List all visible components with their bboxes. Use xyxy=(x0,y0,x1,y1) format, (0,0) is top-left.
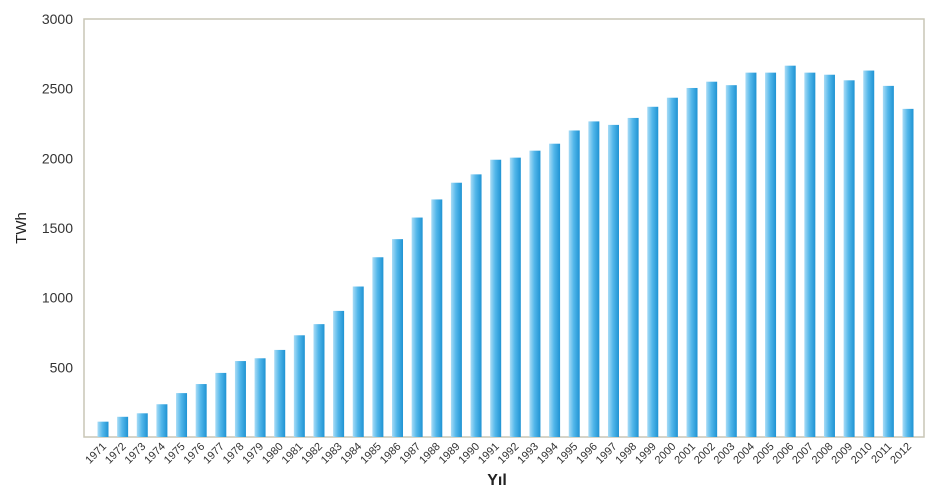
y-tick-label: 1500 xyxy=(42,220,73,236)
x-tick-label: 1999 xyxy=(633,441,659,467)
bar xyxy=(136,413,148,437)
y-axis-title: TWh xyxy=(13,212,30,244)
bar xyxy=(549,143,561,437)
bar xyxy=(568,130,580,437)
bar xyxy=(627,117,639,438)
x-tick-label: 1998 xyxy=(613,441,639,467)
x-axis-ticks: 1971197219731974197519761977197819791980… xyxy=(83,441,914,467)
bar xyxy=(215,372,227,437)
bar xyxy=(176,393,188,437)
bar xyxy=(470,174,482,438)
bar xyxy=(804,72,816,437)
x-tick-label: 1972 xyxy=(103,441,129,467)
x-tick-label: 1987 xyxy=(397,441,423,467)
x-tick-label: 1979 xyxy=(240,441,266,467)
bar xyxy=(765,72,777,437)
x-tick-label: 1986 xyxy=(378,441,404,467)
x-tick-label: 1996 xyxy=(574,441,600,467)
bar xyxy=(234,361,246,437)
bar xyxy=(156,404,168,437)
bar xyxy=(529,150,541,438)
bar xyxy=(823,74,835,437)
x-tick-label: 2003 xyxy=(712,441,738,467)
x-tick-label: 1985 xyxy=(358,441,384,467)
x-tick-label: 1988 xyxy=(417,441,443,467)
x-tick-label: 1991 xyxy=(476,441,502,467)
bar xyxy=(706,81,718,437)
x-tick-label: 2010 xyxy=(849,441,875,467)
bar xyxy=(333,310,345,437)
bar xyxy=(117,416,129,437)
x-tick-label: 1997 xyxy=(594,441,620,467)
x-tick-label: 1983 xyxy=(319,441,345,467)
bar xyxy=(352,286,364,437)
bar xyxy=(686,87,698,437)
bar xyxy=(450,182,462,437)
x-tick-label: 1973 xyxy=(123,441,149,467)
bar xyxy=(863,70,875,438)
x-tick-label: 2001 xyxy=(672,441,698,467)
x-tick-label: 2000 xyxy=(653,441,679,467)
x-tick-label: 1982 xyxy=(299,441,325,467)
x-tick-label: 2009 xyxy=(829,441,855,467)
x-tick-label: 1994 xyxy=(535,441,561,467)
bar xyxy=(882,85,894,437)
bar xyxy=(313,324,325,437)
x-tick-label: 1976 xyxy=(181,441,207,467)
x-tick-label: 1993 xyxy=(515,441,541,467)
bar xyxy=(725,85,737,438)
y-tick-label: 500 xyxy=(50,359,74,375)
bar xyxy=(843,80,855,437)
plot-area xyxy=(83,18,925,438)
bar xyxy=(431,199,443,437)
x-tick-label: 2012 xyxy=(888,441,914,467)
x-tick-label: 1971 xyxy=(83,441,109,467)
x-tick-label: 1981 xyxy=(280,441,306,467)
x-tick-label: 1984 xyxy=(339,441,365,467)
bar xyxy=(745,72,757,437)
bar xyxy=(254,358,266,437)
x-axis-title: Yıl xyxy=(487,472,507,489)
bar xyxy=(372,257,384,437)
x-tick-label: 2005 xyxy=(751,441,777,467)
x-tick-label: 1974 xyxy=(142,441,168,467)
bar xyxy=(97,421,109,437)
bar xyxy=(784,65,796,438)
bar xyxy=(274,349,286,437)
bar xyxy=(607,124,619,437)
bar xyxy=(647,106,659,437)
y-tick-label: 2500 xyxy=(42,81,73,97)
y-axis-ticks: 500 1000 1500 2000 2500 3000 xyxy=(42,11,73,375)
bar xyxy=(411,217,423,437)
x-tick-label: 2008 xyxy=(810,441,836,467)
bar xyxy=(588,121,600,437)
x-tick-label: 1980 xyxy=(260,441,286,467)
y-tick-label: 2000 xyxy=(42,150,73,166)
x-tick-label: 1975 xyxy=(162,441,188,467)
bar xyxy=(195,384,207,437)
bar xyxy=(666,97,678,437)
x-tick-label: 2007 xyxy=(790,441,816,467)
y-tick-label: 1000 xyxy=(42,290,73,306)
x-tick-label: 2006 xyxy=(771,441,797,467)
x-tick-label: 2004 xyxy=(731,441,757,467)
bar xyxy=(902,108,914,438)
x-tick-label: 1978 xyxy=(221,441,247,467)
x-tick-label: 1989 xyxy=(437,441,463,467)
x-tick-label: 1992 xyxy=(496,441,522,467)
x-tick-label: 1990 xyxy=(456,441,482,467)
x-tick-label: 1995 xyxy=(555,441,581,467)
bar xyxy=(490,159,502,438)
x-tick-label: 1977 xyxy=(201,441,227,467)
y-tick-label: 3000 xyxy=(42,11,73,27)
x-tick-label: 2002 xyxy=(692,441,718,467)
bars-group xyxy=(97,65,914,438)
x-tick-label: 2011 xyxy=(869,441,894,466)
bar xyxy=(509,157,521,437)
bar xyxy=(392,239,404,437)
bar xyxy=(293,335,305,437)
